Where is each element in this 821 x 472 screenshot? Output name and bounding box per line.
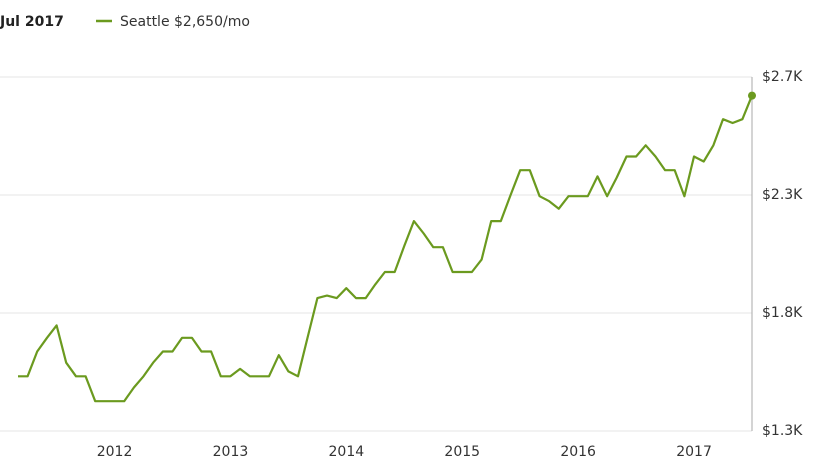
end-point bbox=[748, 91, 756, 100]
y-tick-label: $2.3K bbox=[762, 187, 803, 203]
date-label: Jul 2017 bbox=[0, 14, 64, 30]
x-tick-label: 2012 bbox=[97, 444, 133, 460]
x-tick-label: 2014 bbox=[329, 444, 365, 460]
y-tick-label: $1.3K bbox=[762, 423, 803, 439]
legend-label: Seattle $2,650/mo bbox=[120, 14, 250, 30]
x-tick-label: 2015 bbox=[444, 444, 480, 460]
x-tick-label: 2013 bbox=[213, 444, 249, 460]
x-tick-label: 2017 bbox=[676, 444, 712, 460]
series-line bbox=[18, 95, 754, 403]
y-tick-label: $2.7K bbox=[762, 69, 803, 85]
x-tick-label: 2016 bbox=[560, 444, 596, 460]
y-tick-label: $1.8K bbox=[762, 305, 803, 321]
